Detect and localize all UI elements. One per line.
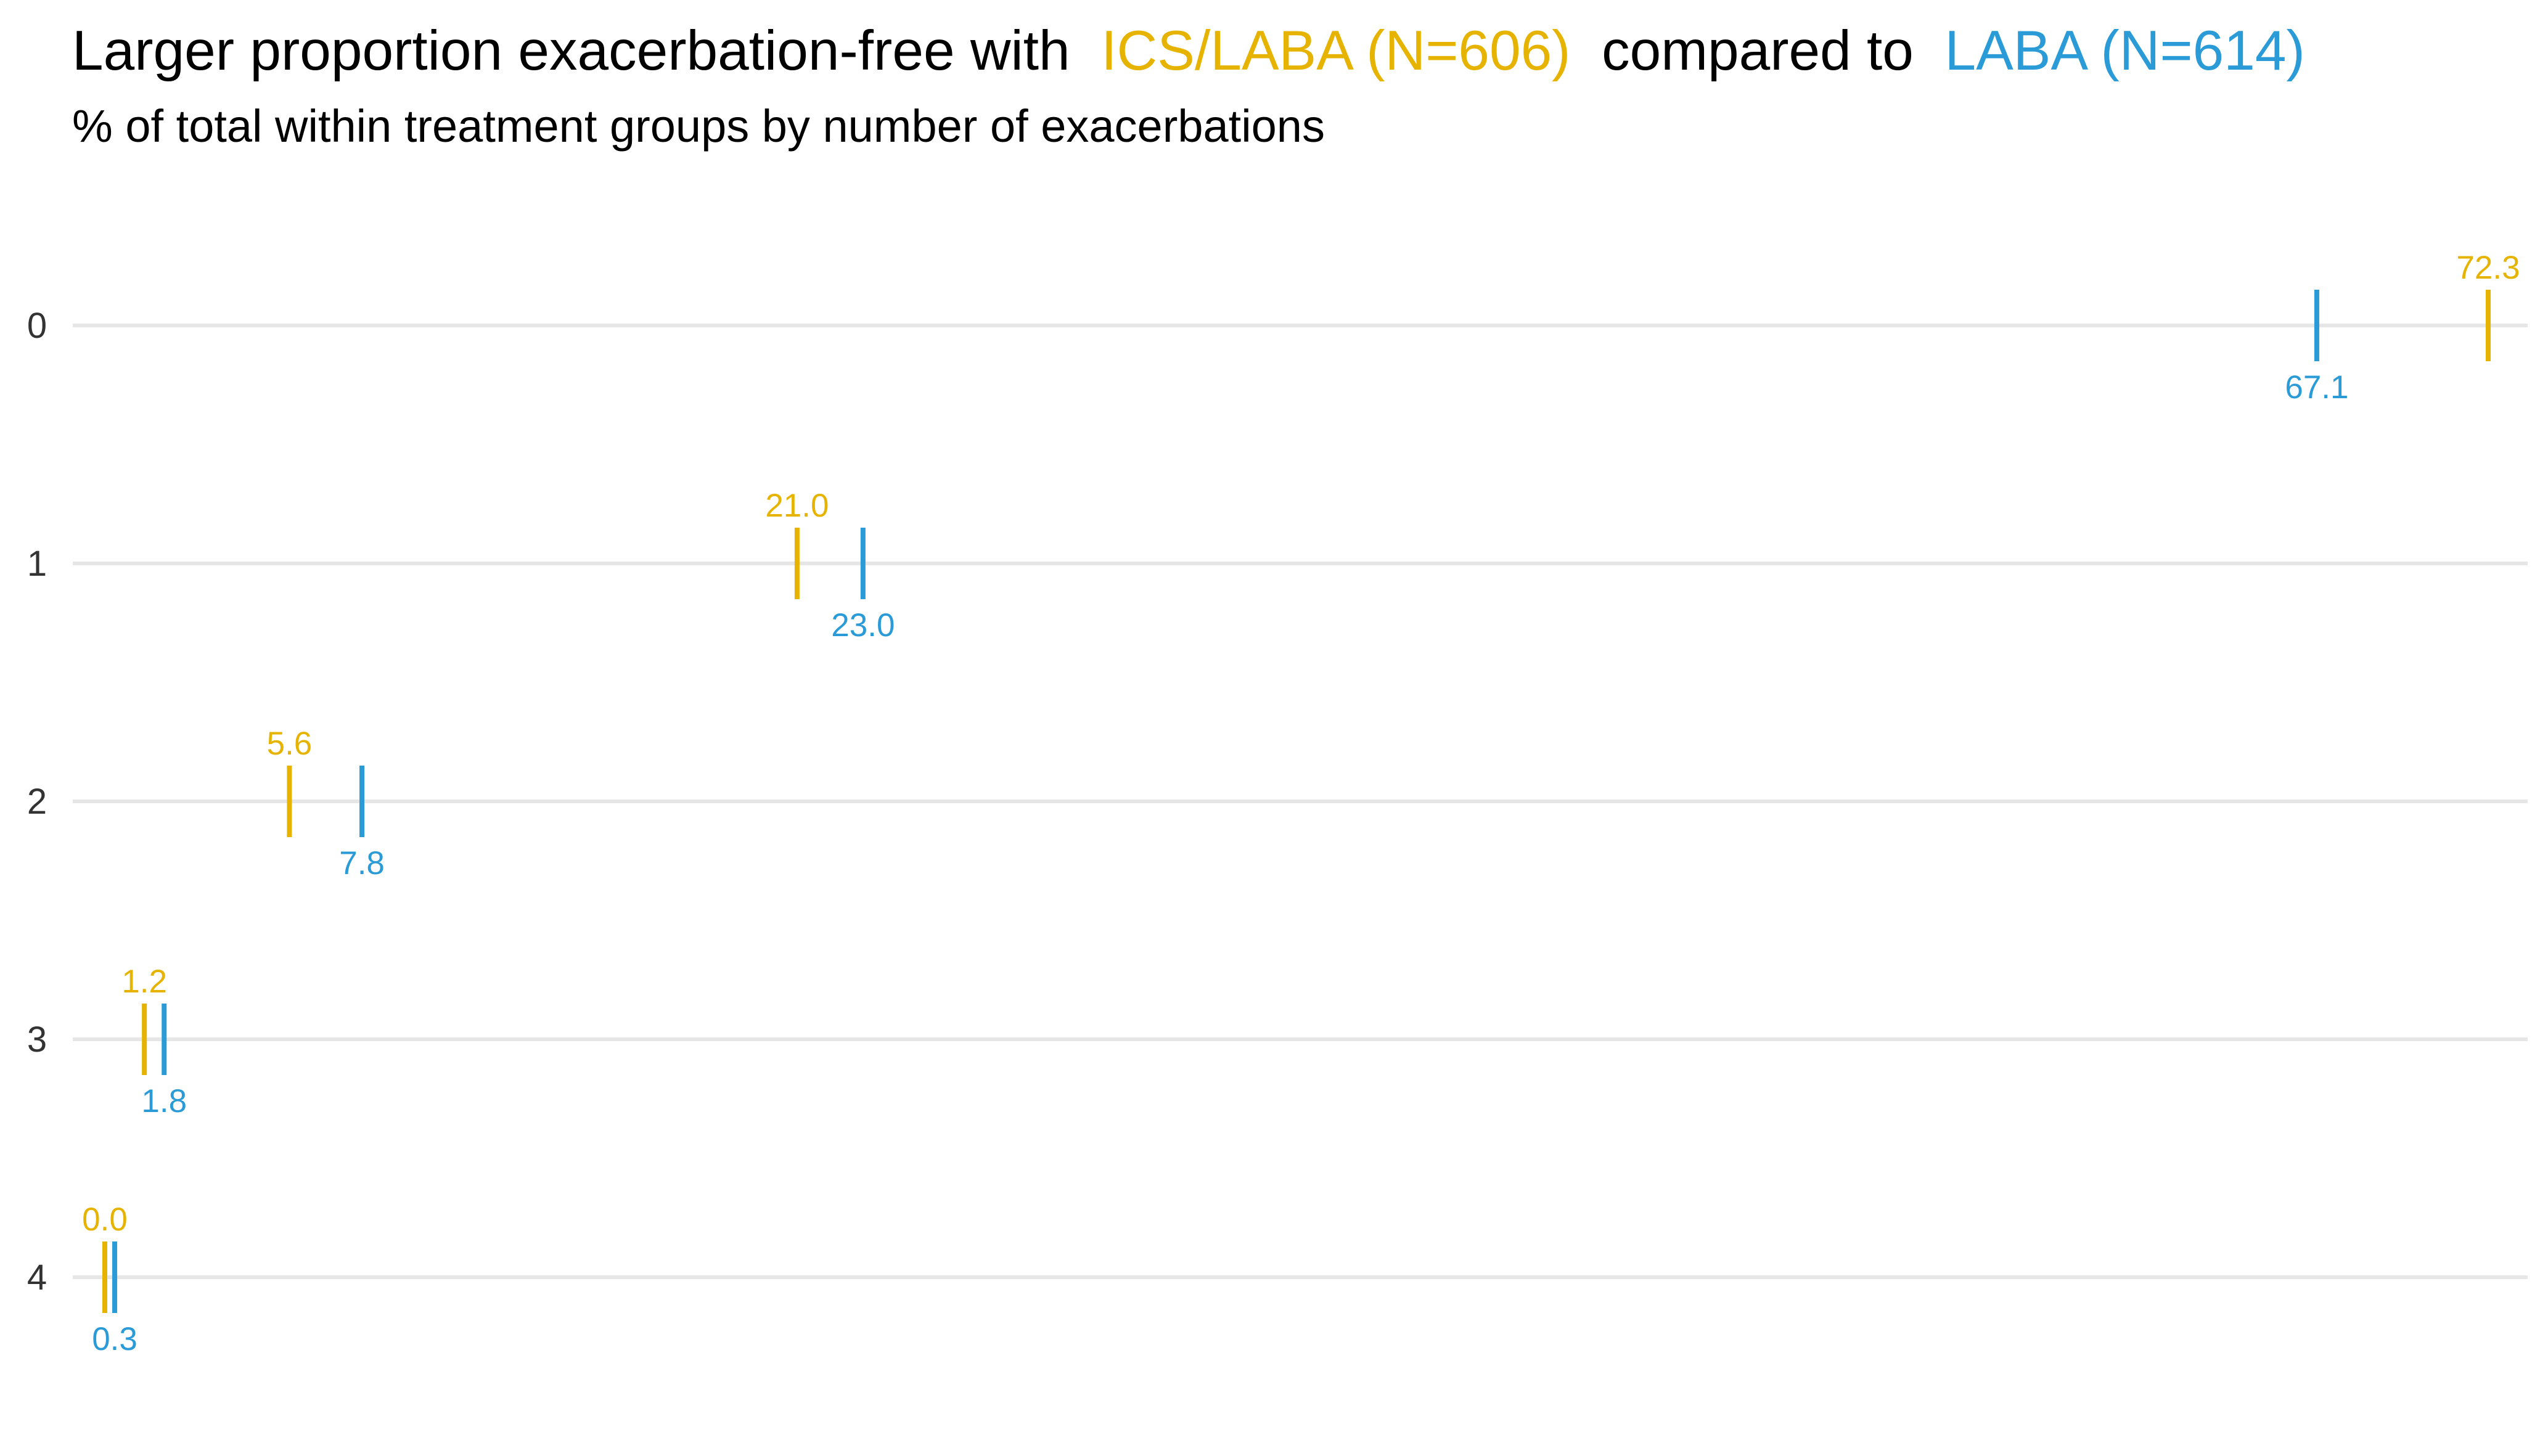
y-tick-label-0: 0 [27,306,47,346]
laba-value-label-0: 67.1 [2285,369,2348,406]
title-ics-laba-label: ICS/LABA (N=606) [1101,20,1571,82]
y-tick-label-3: 3 [27,1020,47,1060]
ics-laba-value-label-0: 72.3 [2456,250,2520,286]
chart-subtitle: % of total within treatment groups by nu… [72,100,1325,152]
y-tick-label-2: 2 [27,782,47,822]
title-laba-label: LABA (N=614) [1944,20,2305,82]
laba-value-label-2: 7.8 [339,845,385,881]
ics-laba-value-label-3: 1.2 [121,963,167,1000]
y-tick-label-1: 1 [27,544,47,584]
ics-laba-value-label-4: 0.0 [82,1201,128,1238]
ics-laba-value-label-1: 21.0 [765,488,829,524]
laba-value-label-1: 23.0 [831,607,895,644]
laba-value-label-4: 0.3 [92,1321,137,1357]
ics-laba-value-label-2: 5.6 [267,726,313,762]
title-middle: compared to [1602,20,1914,82]
laba-value-label-3: 1.8 [141,1083,187,1119]
y-tick-label-4: 4 [27,1258,47,1298]
title-prefix: Larger proportion exacerbation-free with [72,20,1070,82]
chart-title: Larger proportion exacerbation-free with… [72,17,2305,85]
